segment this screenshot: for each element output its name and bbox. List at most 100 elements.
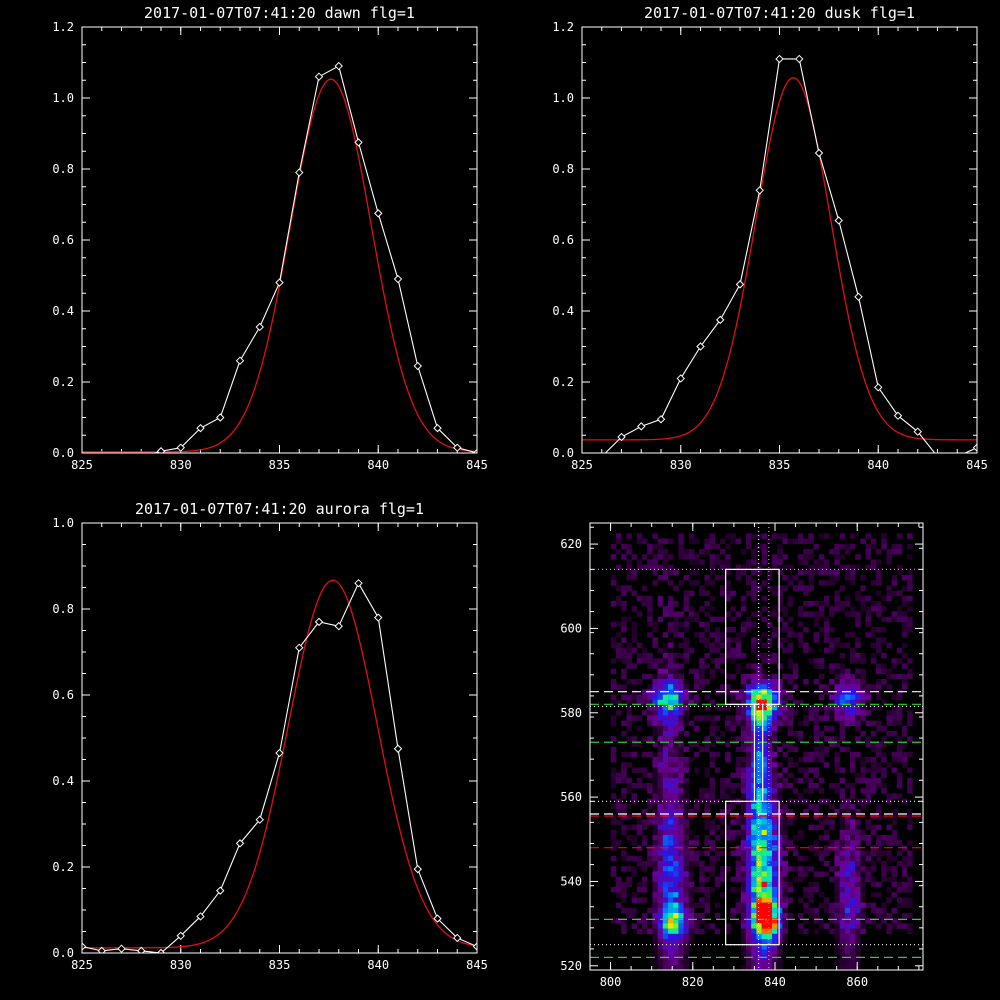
heatmap-cell — [626, 835, 632, 841]
heatmap-cell — [761, 554, 768, 560]
heatmap-cell — [642, 897, 648, 903]
heatmap-cell — [834, 699, 840, 706]
heatmap-cell — [813, 710, 820, 716]
heatmap-cell — [839, 923, 846, 929]
heatmap-cell — [621, 621, 627, 628]
heatmap-cell — [766, 694, 773, 701]
heatmap-cell — [772, 803, 778, 810]
heatmap-cell — [772, 866, 778, 872]
heatmap-cell — [772, 673, 778, 680]
heatmap-cell — [657, 835, 664, 841]
heatmap-cell — [844, 819, 851, 825]
heatmap-cell — [746, 590, 752, 597]
heatmap-cell — [699, 606, 705, 612]
data-point — [117, 944, 126, 953]
heatmap-cell — [610, 543, 617, 550]
heatmap-cell — [782, 907, 788, 914]
heatmap-cell — [709, 855, 716, 862]
heatmap-cell — [870, 850, 877, 857]
heatmap-cell — [808, 564, 814, 571]
heatmap-cell — [787, 673, 794, 680]
heatmap-cell — [720, 575, 726, 581]
heatmap-cell — [855, 928, 861, 935]
heatmap-cell — [740, 564, 747, 571]
heatmap-cell — [761, 835, 768, 841]
heatmap-cell — [714, 705, 721, 711]
heatmap-cell — [876, 741, 882, 747]
heatmap-cell — [616, 595, 622, 602]
heatmap-cell — [876, 705, 882, 711]
heatmap-cell — [850, 902, 856, 909]
heatmap-cell — [777, 887, 783, 893]
data-point — [433, 914, 442, 923]
heatmap-cell — [673, 585, 679, 591]
heatmap-cell — [860, 684, 866, 690]
heatmap-cell — [683, 861, 690, 867]
heatmap-cell — [746, 861, 752, 867]
heatmap-cell — [668, 855, 674, 862]
heatmap-cell — [751, 928, 757, 935]
heatmap-cell — [756, 788, 762, 794]
heatmap-cell — [824, 601, 830, 607]
heatmap-cell — [735, 814, 742, 820]
heatmap-cell — [688, 720, 695, 727]
heatmap-cell — [746, 928, 752, 935]
heatmap-cell — [782, 694, 788, 701]
heatmap-cell — [782, 585, 788, 591]
heatmap-cell — [668, 809, 674, 815]
heatmap-cell — [735, 876, 742, 883]
heatmap-cell — [850, 694, 856, 701]
heatmap-cell — [657, 897, 664, 903]
heatmap-cell — [678, 850, 684, 857]
heatmap-cell — [834, 871, 840, 877]
heatmap-cell — [818, 658, 825, 664]
heatmap-cell — [876, 647, 882, 654]
heatmap-cell — [782, 918, 788, 924]
heatmap-cell — [704, 642, 710, 649]
heatmap-cell — [678, 959, 684, 966]
heatmap-cell — [896, 569, 903, 576]
heatmap-cell — [751, 694, 757, 701]
heatmap-cell — [631, 699, 638, 706]
heatmap-cell — [782, 575, 788, 581]
heatmap-cell — [714, 543, 721, 550]
heatmap-cell — [756, 923, 762, 929]
heatmap-cell — [865, 918, 872, 924]
heatmap-cell — [860, 658, 866, 664]
heatmap-cell — [907, 897, 913, 903]
heatmap-cell — [798, 585, 804, 591]
heatmap-cell — [813, 725, 820, 732]
heatmap-cell — [740, 710, 747, 716]
heatmap-cell — [787, 809, 794, 815]
heatmap-cell — [782, 777, 788, 784]
heatmap-cell — [668, 569, 674, 576]
heatmap-cell — [766, 866, 773, 872]
heatmap-cell — [865, 783, 872, 789]
heatmap-cell — [746, 793, 752, 799]
heatmap-cell — [673, 746, 679, 753]
heatmap-cell — [678, 793, 684, 799]
heatmap-cell — [798, 580, 804, 586]
heatmap-cell — [714, 715, 721, 721]
heatmap-cell — [678, 554, 684, 560]
heatmap-cell — [673, 928, 679, 935]
heatmap-cell — [855, 710, 861, 716]
heatmap-cell — [860, 798, 866, 805]
heatmap-cell — [683, 746, 690, 753]
heatmap-cell — [668, 928, 674, 935]
heatmap-cell — [860, 606, 866, 612]
heatmap-cell — [746, 949, 752, 955]
heatmap-cell — [907, 840, 913, 846]
heatmap-cell — [709, 668, 716, 675]
heatmap-cell — [777, 549, 783, 555]
heatmap-cell — [616, 710, 622, 716]
heatmap-cell — [907, 777, 913, 784]
heatmap-cell — [902, 871, 908, 877]
heatmap-cell — [839, 814, 846, 820]
heatmap-cell — [621, 684, 627, 690]
heatmap-cell — [751, 668, 757, 675]
heatmap-cell — [714, 767, 721, 773]
heatmap-cell — [829, 715, 835, 721]
spectrum-panel-1: 825 830 835 840 8450.00.20.40.60.81.01.22017… — [552, 4, 988, 472]
heatmap-cell — [668, 861, 674, 867]
